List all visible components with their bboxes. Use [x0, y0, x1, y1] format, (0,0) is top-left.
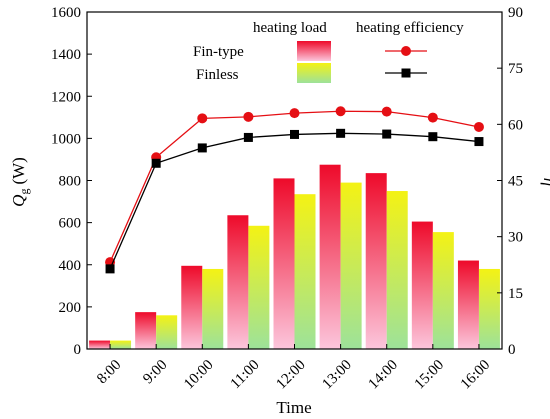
x-tick-label: 9:00 [140, 357, 170, 387]
y-tick-label: 400 [59, 258, 82, 274]
point-finless-5 [336, 128, 346, 138]
legend-header-load: heating load [253, 20, 327, 36]
y-tick-label: 600 [59, 216, 82, 232]
y-tick-label: 1600 [51, 5, 81, 21]
y-tick-label: 0 [74, 342, 82, 358]
bar-finless-1 [156, 315, 178, 349]
y2-tick-label: 90 [508, 5, 523, 21]
legend-label-finless: Finless [196, 67, 239, 83]
bar-fin-type-1 [135, 312, 157, 349]
bar-fin-type-8 [457, 260, 479, 349]
point-fin-type-8 [473, 121, 484, 132]
x-tick-label: 14:00 [366, 357, 401, 392]
point-finless-3 [243, 132, 253, 142]
y-axis-title: Qg (W) [9, 157, 31, 207]
point-finless-8 [474, 137, 484, 147]
point-fin-type-5 [335, 106, 346, 117]
x-tick-label: 15:00 [412, 357, 447, 392]
y-axis-title-subscript: g [17, 189, 31, 195]
point-finless-2 [197, 143, 207, 153]
bar-fin-type-5 [319, 164, 341, 349]
legend-header-efficiency: heating efficiency [356, 20, 464, 36]
y-axis-title-unit: (W) [9, 157, 28, 184]
y2-axis-title: η [540, 178, 550, 186]
y2-tick-label: 75 [508, 61, 523, 77]
point-fin-type-7 [427, 112, 438, 123]
legend-swatch-finless-bar [297, 63, 331, 83]
point-fin-type-2 [197, 113, 208, 124]
point-finless-4 [290, 129, 299, 139]
bar-finless-3 [248, 225, 270, 349]
bar-finless-7 [432, 232, 454, 349]
point-finless-7 [428, 132, 438, 142]
legend-swatch-fin-bar [297, 41, 331, 61]
y2-tick-label: 60 [508, 117, 523, 133]
y-tick-label: 200 [59, 300, 82, 316]
x-tick-label: 8:00 [94, 357, 124, 387]
point-finless-1 [151, 158, 161, 168]
legend: heating load heating efficiency Fin-type… [193, 20, 464, 83]
y-axis-title-symbol: Q [9, 195, 28, 207]
bar-fin-type-7 [411, 221, 433, 349]
bar-fin-type-0 [89, 340, 111, 349]
bar-finless-5 [340, 182, 362, 349]
x-tick-label: 11:00 [228, 357, 263, 392]
y2-tick-label: 45 [508, 174, 523, 190]
y-tick-label: 1200 [51, 89, 81, 105]
bar-finless-4 [294, 194, 316, 349]
bar-fin-type-6 [365, 173, 387, 349]
y-tick-label: 800 [59, 174, 82, 190]
x-tick-label: 10:00 [181, 357, 216, 392]
legend-swatch-finless-marker [401, 68, 411, 78]
y2-tick-label: 0 [508, 342, 516, 358]
bar-fin-type-3 [227, 215, 249, 349]
bar-finless-2 [202, 268, 224, 349]
legend-swatch-fin-marker [401, 46, 411, 56]
x-tick-label: 16:00 [458, 357, 493, 392]
point-fin-type-6 [381, 106, 392, 117]
x-axis-title: Time [276, 398, 311, 417]
bar-fin-type-4 [273, 178, 295, 349]
y2-tick-label: 15 [508, 286, 523, 302]
bars-layer [89, 164, 500, 349]
y2-tick-label: 30 [508, 230, 523, 246]
bar-finless-8 [478, 268, 500, 349]
bar-finless-6 [386, 191, 408, 349]
y-tick-label: 1400 [51, 47, 81, 63]
point-fin-type-3 [243, 111, 254, 122]
bar-finless-0 [110, 340, 132, 349]
bar-fin-type-2 [181, 265, 203, 349]
lines-layer [105, 106, 484, 274]
point-finless-6 [382, 129, 392, 139]
x-tick-label: 12:00 [273, 357, 308, 392]
y-tick-label: 1000 [51, 131, 81, 147]
legend-label-fin-type: Fin-type [193, 44, 244, 60]
point-finless-0 [105, 264, 115, 274]
x-tick-label: 13:00 [319, 357, 354, 392]
point-fin-type-4 [289, 108, 300, 119]
